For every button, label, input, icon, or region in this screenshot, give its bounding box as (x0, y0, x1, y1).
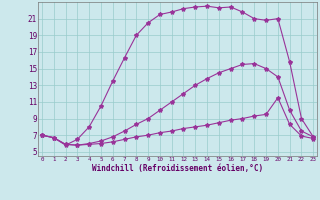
X-axis label: Windchill (Refroidissement éolien,°C): Windchill (Refroidissement éolien,°C) (92, 164, 263, 173)
